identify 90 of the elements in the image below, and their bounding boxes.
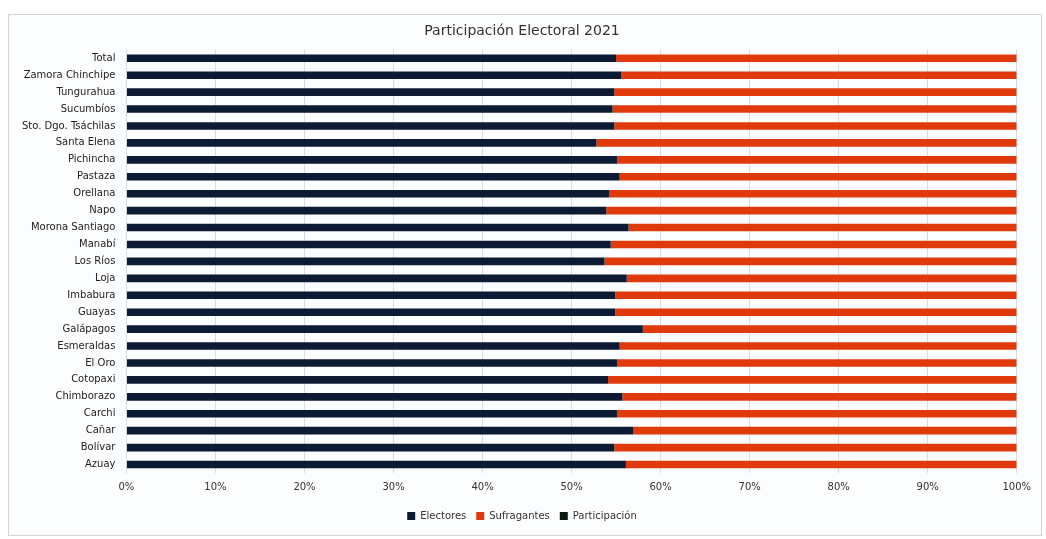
- bar: [126, 172, 620, 181]
- y-tick-label: Imbabura: [67, 288, 116, 300]
- bar: [621, 71, 1017, 79]
- bar: [126, 122, 615, 130]
- bar: [619, 172, 1017, 181]
- bar: [614, 88, 1017, 96]
- bar: [616, 359, 1017, 367]
- bar: [126, 274, 627, 283]
- y-tick-label: Zamora Chinchipe: [23, 68, 116, 80]
- bar: [604, 257, 1017, 266]
- bar: [126, 156, 617, 164]
- x-tick-label: 100%: [1002, 480, 1031, 492]
- bar: [642, 325, 1017, 333]
- bar: [626, 274, 1017, 283]
- bar: [608, 189, 1017, 198]
- x-tick-label: 20%: [293, 480, 316, 492]
- bar: [619, 342, 1017, 350]
- x-tick-label: 60%: [649, 480, 672, 492]
- bar: [126, 443, 615, 452]
- y-tick-label: Galápagos: [62, 322, 116, 334]
- y-tick-label: Guayas: [77, 305, 116, 317]
- y-tick-label: Santa Elena: [55, 136, 116, 148]
- y-tick-label: Sucumbíos: [60, 102, 116, 114]
- bar: [126, 359, 617, 367]
- bar: [628, 223, 1017, 232]
- y-tick-label: Loja: [95, 271, 116, 283]
- bar: [612, 105, 1017, 113]
- x-tick-label: 0%: [118, 480, 135, 492]
- y-tick-label: Morona Santiago: [30, 221, 116, 233]
- y-tick-label: Carchi: [83, 407, 116, 419]
- bar: [633, 426, 1017, 435]
- bar: [608, 376, 1017, 384]
- y-tick-label: Orellana: [73, 187, 116, 199]
- bar: [126, 240, 611, 249]
- bar: [126, 257, 605, 266]
- x-tick-label: 80%: [827, 480, 850, 492]
- bar: [616, 54, 1017, 63]
- y-tick-label: El Oro: [85, 356, 116, 368]
- bar: [625, 460, 1017, 469]
- bar: [126, 342, 620, 350]
- bar: [126, 139, 597, 147]
- y-tick-label: Manabí: [79, 238, 117, 250]
- bar: [610, 240, 1017, 249]
- y-tick-label: Pichincha: [67, 153, 116, 165]
- y-tick-label: Chimborazo: [55, 390, 116, 402]
- bar: [126, 291, 616, 300]
- bar: [614, 443, 1017, 452]
- bar: [616, 156, 1017, 164]
- bar: [126, 54, 617, 63]
- bar: [126, 88, 615, 96]
- bar: [596, 139, 1017, 147]
- bar: [622, 393, 1017, 401]
- legend-label: Participación: [572, 509, 637, 521]
- x-tick-label: 50%: [560, 480, 583, 492]
- bar: [126, 325, 643, 333]
- bar: [126, 308, 616, 316]
- bar: [126, 393, 623, 401]
- y-tick-label: Total: [91, 51, 116, 63]
- legend-label: Sufragantes: [489, 509, 550, 521]
- x-tick-label: 70%: [738, 480, 761, 492]
- x-tick-label: 10%: [204, 480, 227, 492]
- bar: [126, 71, 622, 79]
- y-tick-label: Pastaza: [77, 170, 116, 182]
- bar: [126, 460, 626, 469]
- chart-title: Participación Electoral 2021: [424, 22, 620, 39]
- y-tick-label: Esmeraldas: [57, 339, 116, 351]
- x-tick-label: 90%: [916, 480, 939, 492]
- bar: [615, 308, 1017, 316]
- y-tick-label: Sto. Dgo. Tsáchilas: [22, 119, 116, 131]
- y-tick-label: Los Ríos: [74, 254, 116, 266]
- bar: [126, 105, 613, 113]
- bar: [126, 189, 609, 198]
- y-tick-label: Cañar: [85, 424, 117, 436]
- y-tick-label: Bolívar: [80, 441, 117, 453]
- x-tick-label: 30%: [382, 480, 405, 492]
- bar: [614, 122, 1017, 130]
- bar: [126, 376, 609, 384]
- legend-label: Electores: [420, 509, 467, 521]
- bar: [126, 426, 633, 435]
- bar: [126, 223, 629, 232]
- y-tick-label: Tungurahua: [55, 85, 116, 97]
- bar: [126, 206, 607, 215]
- y-tick-label: Napo: [89, 204, 116, 216]
- x-tick-label: 40%: [471, 480, 494, 492]
- bar: [615, 291, 1017, 300]
- bar: [126, 409, 617, 418]
- y-tick-label: Cotopaxi: [71, 373, 116, 385]
- y-tick-label: Azuay: [84, 458, 116, 470]
- bar: [616, 409, 1017, 418]
- bar: [606, 206, 1017, 215]
